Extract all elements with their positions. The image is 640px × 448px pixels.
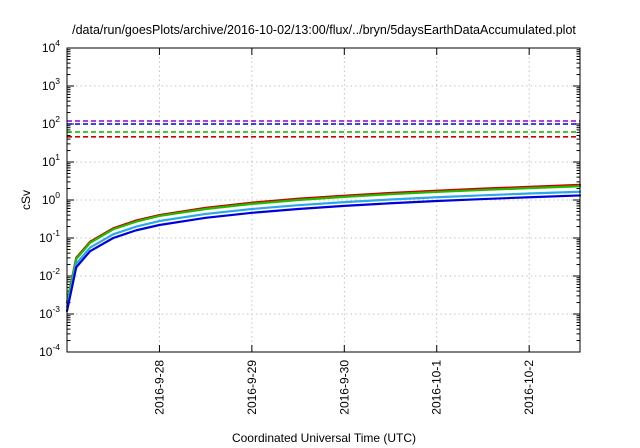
y-tick-label: 10-4 — [39, 342, 60, 359]
y-tick-exponent: -3 — [52, 304, 60, 314]
series-line — [65, 190, 582, 309]
series-lines — [65, 183, 582, 313]
x-axis-title: Coordinated Universal Time (UTC) — [232, 431, 416, 445]
x-tick-label: 2016-9-28 — [152, 360, 166, 415]
plot-frame — [66, 47, 581, 353]
series-line — [65, 185, 582, 304]
y-tick-exponent: 1 — [55, 152, 60, 162]
chart-title: /data/run/goesPlots/archive/2016-10-02/1… — [72, 23, 576, 37]
y-tick-exponent: -4 — [52, 342, 60, 352]
y-axis-title: cSv — [19, 190, 33, 210]
y-tick-exponent: 4 — [55, 38, 60, 48]
y-tick-exponent: -1 — [52, 228, 60, 238]
y-tick-base: 10 — [39, 231, 53, 245]
tick-layer — [67, 47, 580, 353]
y-tick-exponent: 0 — [55, 190, 60, 200]
y-tick-label: 10-3 — [39, 304, 60, 321]
y-tick-base: 10 — [42, 193, 56, 207]
y-tick-label: 100 — [42, 190, 60, 207]
y-tick-base: 10 — [42, 155, 56, 169]
y-tick-label: 101 — [42, 152, 60, 169]
y-tick-label: 102 — [42, 114, 60, 131]
y-tick-exponent: 3 — [55, 76, 60, 86]
y-tick-base: 10 — [39, 269, 53, 283]
y-tick-label: 103 — [42, 76, 60, 93]
y-tick-base: 10 — [39, 307, 53, 321]
y-tick-label: 104 — [42, 38, 60, 55]
y-tick-exponent: -2 — [52, 266, 60, 276]
y-tick-base: 10 — [39, 345, 53, 359]
y-tick-label: 10-1 — [39, 228, 60, 245]
x-tick-label: 2016-9-30 — [337, 360, 351, 415]
x-tick-label: 2016-10-1 — [430, 360, 444, 415]
x-tick-label: 2016-10-2 — [522, 360, 536, 415]
x-tick-labels: 2016-9-28 2016-9-29 2016-9-30 2016-10-1 2016… — [152, 360, 536, 415]
series-line — [65, 194, 582, 313]
y-tick-exponent: 2 — [55, 114, 60, 124]
y-tick-label: 10-2 — [39, 266, 60, 283]
y-tick-base: 10 — [42, 79, 56, 93]
y-tick-base: 10 — [42, 117, 56, 131]
x-tick-label: 2016-9-29 — [245, 360, 259, 415]
reference-lines — [67, 120, 580, 138]
grid-layer — [67, 48, 580, 352]
y-tick-base: 10 — [42, 41, 56, 55]
